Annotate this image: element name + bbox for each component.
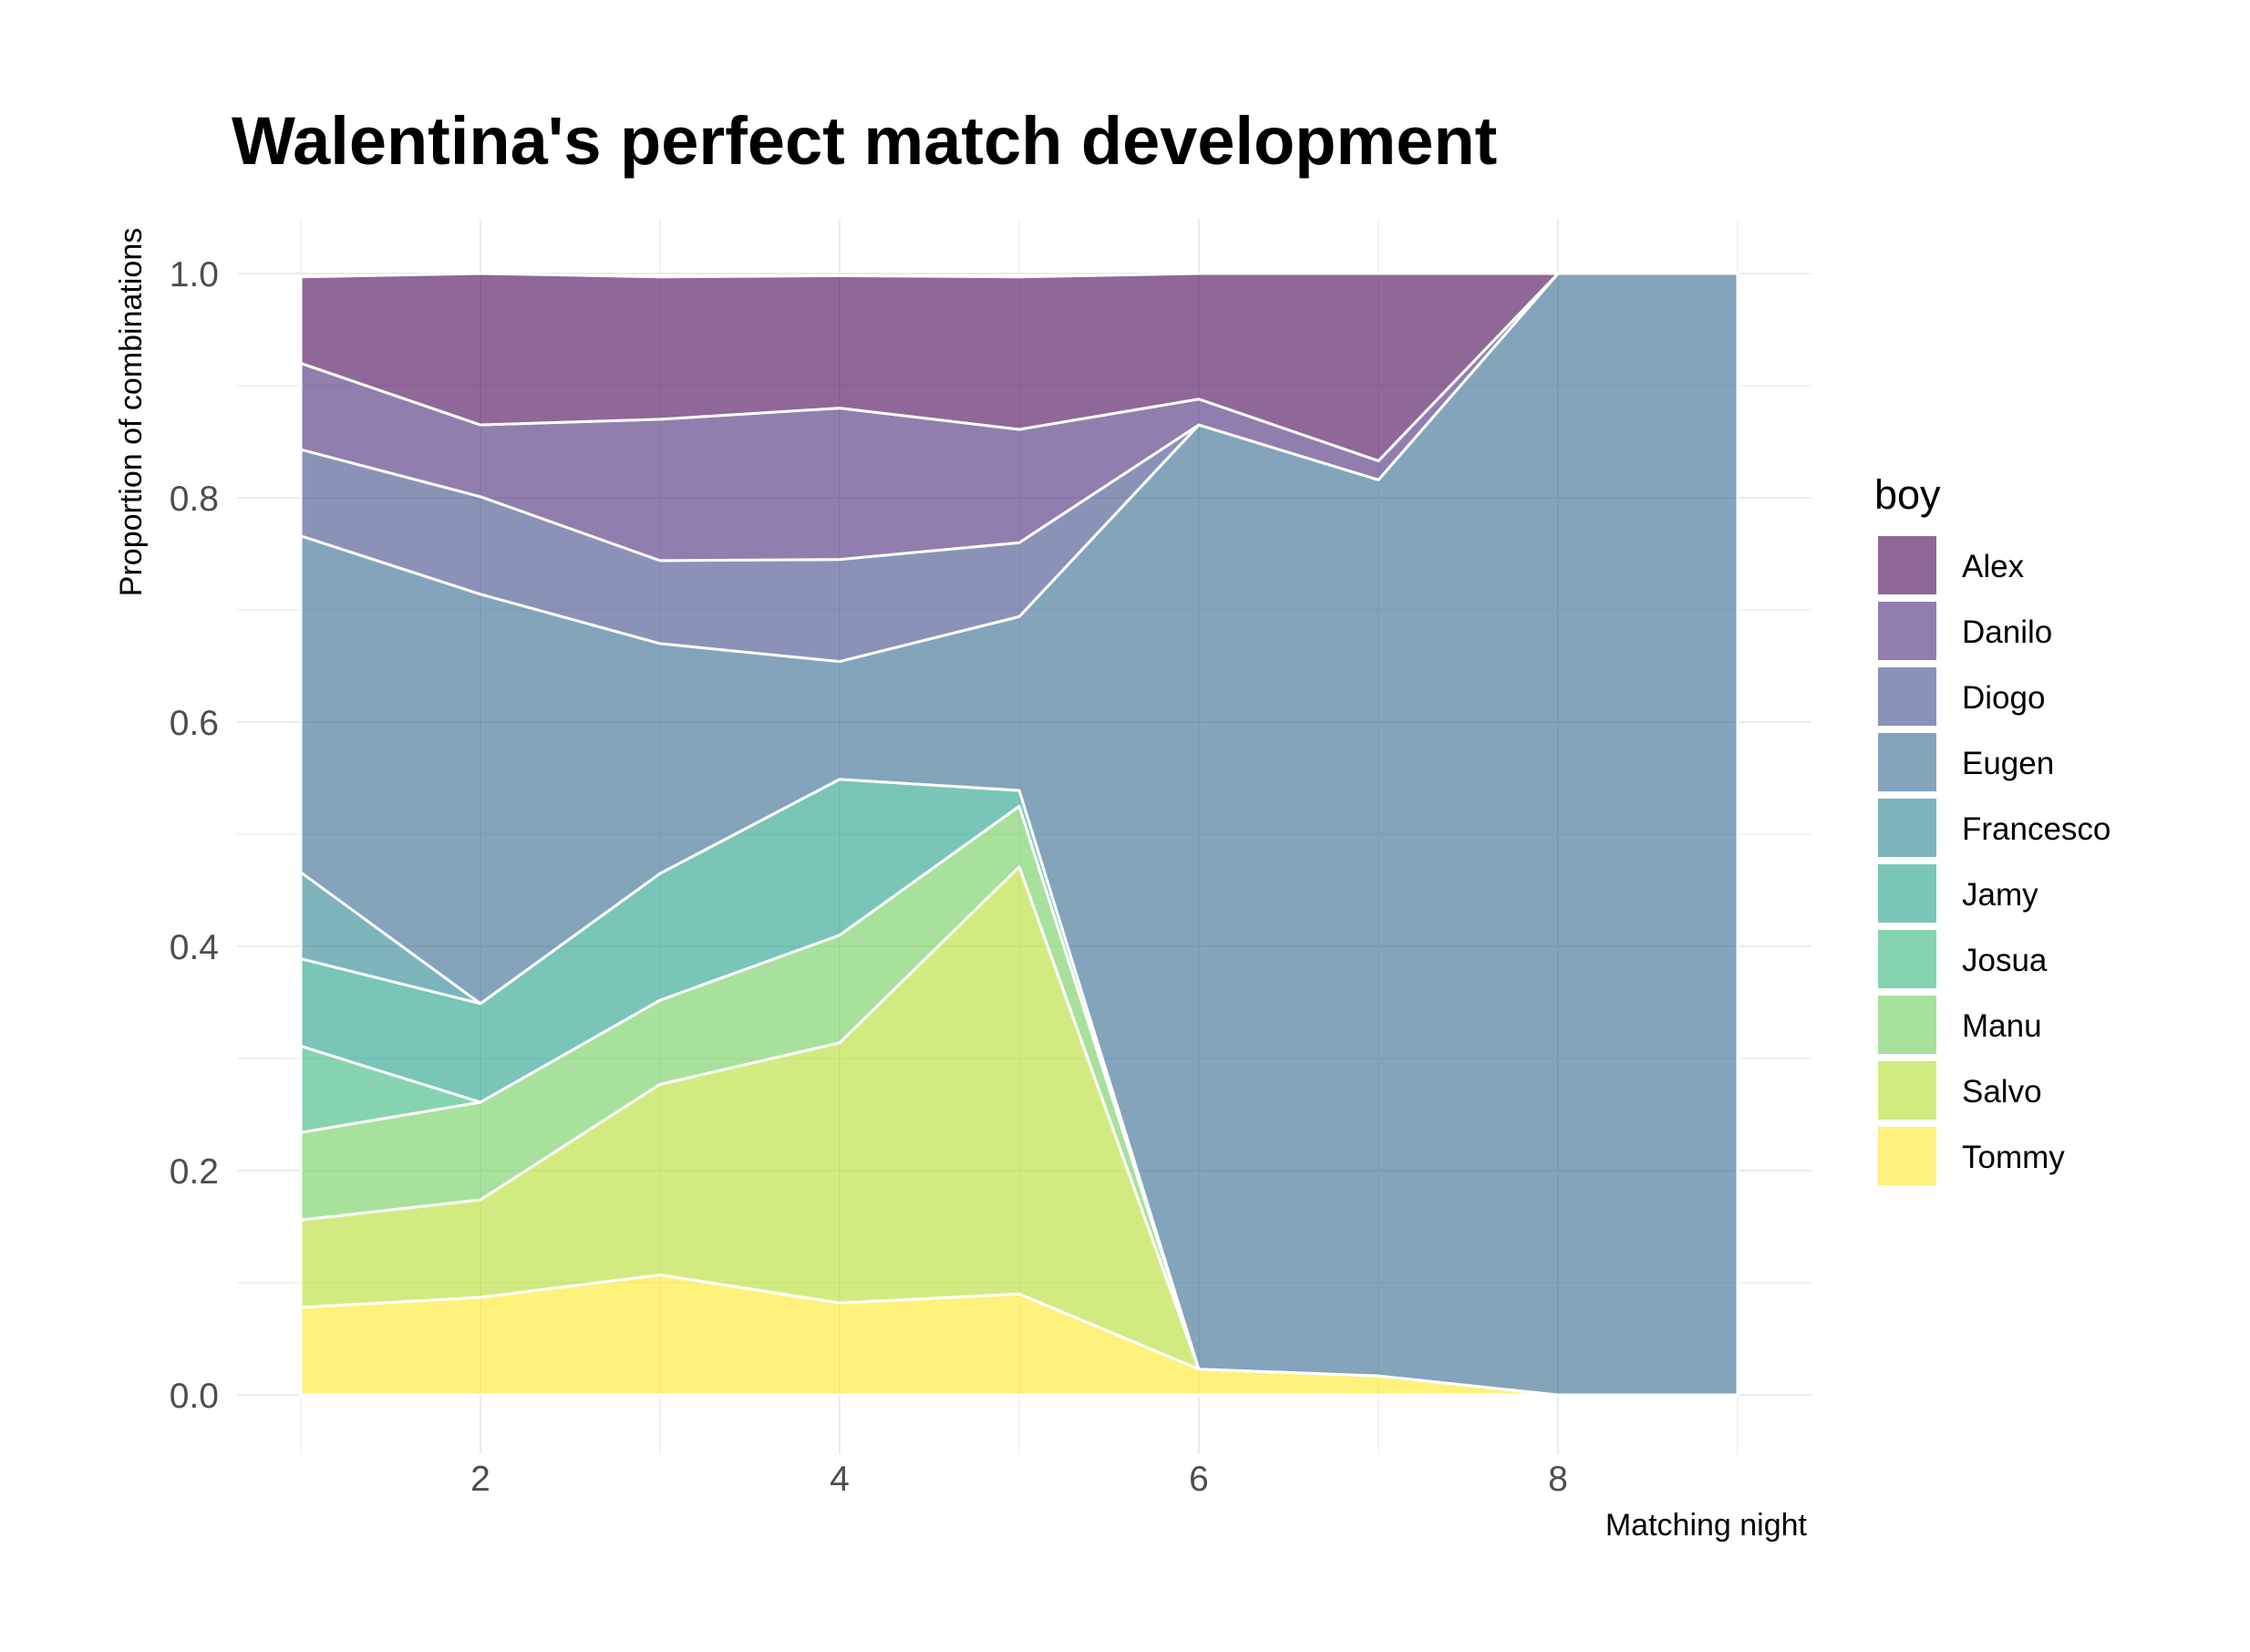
y-tick-label: 1.0 — [170, 255, 219, 294]
legend-swatch-josua — [1878, 930, 1936, 988]
x-axis-title: Matching night — [1605, 1508, 1808, 1543]
legend-label-alex: Alex — [1962, 549, 2025, 584]
legend: boy Alex Danilo Diogo Eugen Francesco Jamy Jos… — [1874, 471, 2111, 1185]
legend-swatch-salvo — [1878, 1061, 1936, 1120]
area-alex — [299, 272, 1739, 462]
legend-label-diogo: Diogo — [1962, 680, 2045, 716]
legend-label-eugen: Eugen — [1962, 746, 2054, 781]
legend-swatch-diogo — [1878, 667, 1936, 726]
legend-items: Alex Danilo Diogo Eugen Francesco Jamy Josua Ma… — [1878, 536, 2111, 1185]
legend-swatch-eugen — [1878, 733, 1936, 791]
x-tick-label: 4 — [830, 1460, 850, 1499]
y-tick-label: 0.4 — [170, 928, 219, 967]
legend-label-francesco: Francesco — [1962, 811, 2111, 847]
legend-title: boy — [1874, 471, 1941, 518]
legend-label-josua: Josua — [1962, 943, 2048, 978]
legend-swatch-tommy — [1878, 1127, 1936, 1185]
chart-title: Walentina's perfect match development — [232, 103, 1497, 179]
legend-swatch-jamy — [1878, 864, 1936, 923]
legend-swatch-francesco — [1878, 799, 1936, 857]
y-axis-title: Proportion of combinations — [114, 228, 149, 596]
area-series — [299, 272, 1739, 1397]
legend-label-salvo: Salvo — [1962, 1074, 2042, 1110]
y-tick-label: 0.6 — [170, 704, 219, 743]
legend-swatch-alex — [1878, 536, 1936, 594]
x-tick-label: 2 — [470, 1460, 490, 1499]
x-tick-label: 8 — [1548, 1460, 1568, 1499]
legend-label-manu: Manu — [1962, 1008, 2042, 1044]
axis-ticks: 2 4 6 8 0.0 0.2 0.4 0.6 0.8 1.0 — [170, 255, 1568, 1499]
y-tick-label: 0.0 — [170, 1377, 219, 1416]
legend-label-tommy: Tommy — [1962, 1140, 2065, 1175]
legend-swatch-danilo — [1878, 602, 1936, 660]
legend-label-jamy: Jamy — [1962, 877, 2038, 913]
legend-swatch-manu — [1878, 996, 1936, 1054]
y-tick-label: 0.8 — [170, 480, 219, 519]
y-tick-label: 0.2 — [170, 1152, 219, 1192]
legend-label-danilo: Danilo — [1962, 614, 2052, 650]
x-tick-label: 6 — [1189, 1460, 1209, 1499]
